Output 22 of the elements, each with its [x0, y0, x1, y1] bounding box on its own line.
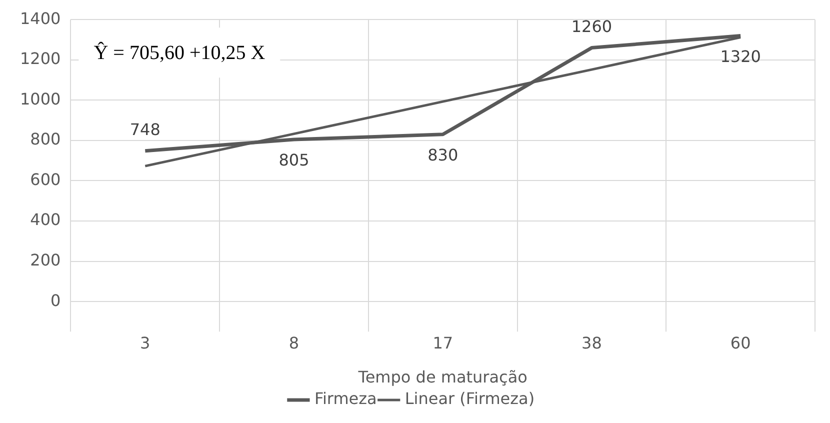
x-tick-label: 3: [140, 333, 150, 352]
legend-label: Linear (Firmeza): [404, 389, 535, 408]
data-label: 748: [130, 120, 160, 140]
y-tick-label: 1200: [20, 49, 61, 68]
y-tick-label: 200: [30, 250, 61, 270]
data-label: 805: [278, 150, 310, 170]
data-label: 830: [428, 146, 458, 165]
x-tick-label: 38: [582, 333, 602, 352]
x-axis-title: Tempo de maturação: [357, 368, 528, 387]
legend-label: Firmeza: [314, 389, 377, 408]
y-tick-label: 1000: [20, 89, 61, 108]
y-tick-label: 1400: [20, 8, 61, 28]
x-tick-label: 17: [432, 333, 454, 352]
y-tick-label: 600: [30, 170, 61, 189]
data-label: 1260: [571, 16, 612, 36]
y-tick-label: 400: [30, 210, 61, 230]
y-tick-label: 800: [30, 130, 61, 149]
data-label: 1320: [720, 46, 761, 66]
x-tick-label: 8: [288, 333, 300, 352]
x-tick-label: 60: [730, 333, 751, 352]
y-tick-label: 0: [50, 290, 61, 310]
annotation: Ŷ = 705,60 +10,25 X: [94, 40, 266, 64]
